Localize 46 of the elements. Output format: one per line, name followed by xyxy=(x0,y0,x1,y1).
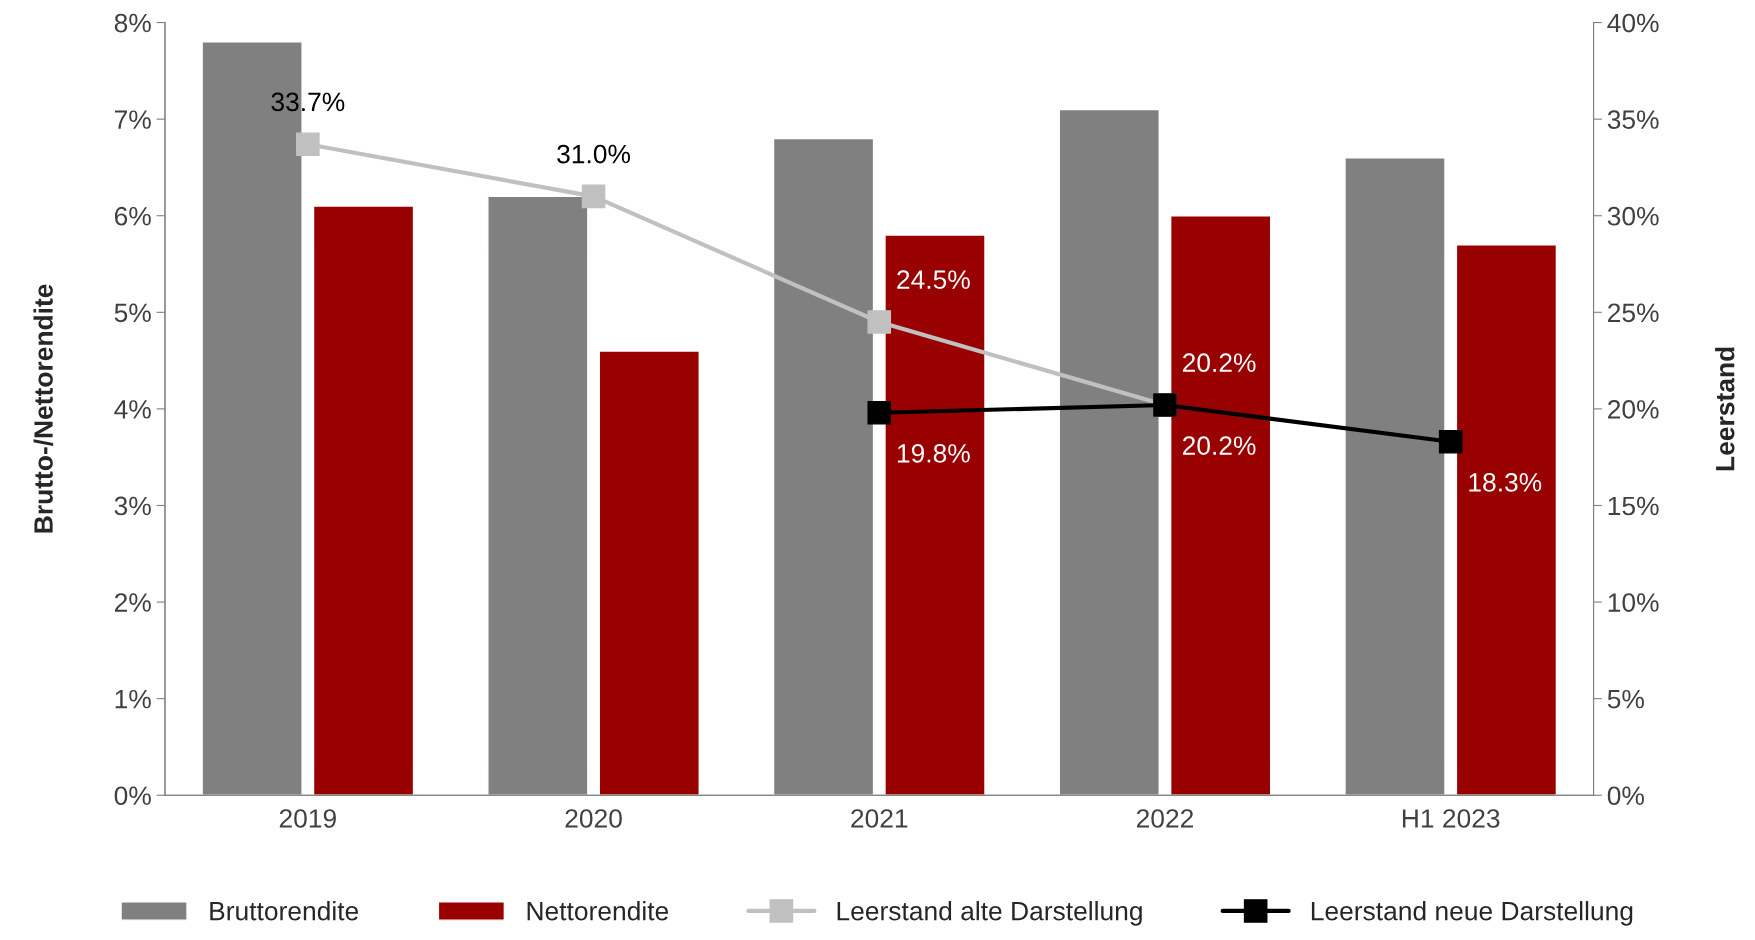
legend-label: Leerstand alte Darstellung xyxy=(837,901,1142,926)
data-label: 19.8% xyxy=(897,444,970,463)
y-tick-label: 1% xyxy=(115,689,151,709)
point xyxy=(867,400,892,425)
x-tick-label: 2020 xyxy=(565,809,622,828)
y-tick-label: 6% xyxy=(114,206,151,226)
x-tick-label: H1 2023 xyxy=(1402,809,1500,828)
y2-tick-label: 0% xyxy=(1607,786,1644,806)
y2-tick-label: 35% xyxy=(1607,110,1659,129)
legend-label: Bruttorendite xyxy=(210,901,359,921)
y2-tick-label: 25% xyxy=(1608,303,1659,323)
data-label: 20.2% xyxy=(1182,436,1256,455)
bar xyxy=(884,234,986,796)
data-label: 20.2% xyxy=(1182,353,1256,373)
legend-label: Nettorendite xyxy=(527,901,669,921)
point xyxy=(581,184,606,209)
y-axis-title: Brutto-/Nettorendite xyxy=(33,284,54,533)
x-tick-label: 2021 xyxy=(851,809,908,828)
bar xyxy=(1169,215,1272,796)
bar xyxy=(312,205,415,796)
data-label: 18.3% xyxy=(1469,472,1542,492)
bar xyxy=(1455,244,1558,796)
y-tick-label: 7% xyxy=(114,110,151,129)
y2-axis-title: Leerstand xyxy=(1715,347,1735,471)
data-label: 24.5% xyxy=(897,270,970,289)
y2-tick-label: 5% xyxy=(1607,689,1644,709)
bar xyxy=(598,350,700,796)
x-tick-label: 2019 xyxy=(279,809,336,828)
legend-label: Leerstand neue Darstellung xyxy=(1311,901,1633,926)
y-tick-label: 5% xyxy=(114,303,151,323)
y2-tick-label: 30% xyxy=(1607,206,1659,226)
point xyxy=(1438,429,1463,454)
y2-tick-label: 15% xyxy=(1608,496,1659,516)
y-tick-label: 4% xyxy=(114,400,151,419)
point xyxy=(296,132,320,157)
x-tick-label: 2022 xyxy=(1136,809,1193,828)
data-label: 31.0% xyxy=(557,144,631,164)
y2-tick-label: 40% xyxy=(1607,13,1659,33)
y2-tick-label: 20% xyxy=(1608,400,1659,419)
y2-tick-label: 10% xyxy=(1608,593,1659,612)
data-label: 33.7% xyxy=(271,92,345,112)
point xyxy=(867,310,892,334)
y-tick-label: 8% xyxy=(114,13,151,33)
y-tick-label: 0% xyxy=(114,786,151,806)
y-tick-label: 2% xyxy=(114,593,151,612)
y-tick-label: 3% xyxy=(114,496,151,516)
